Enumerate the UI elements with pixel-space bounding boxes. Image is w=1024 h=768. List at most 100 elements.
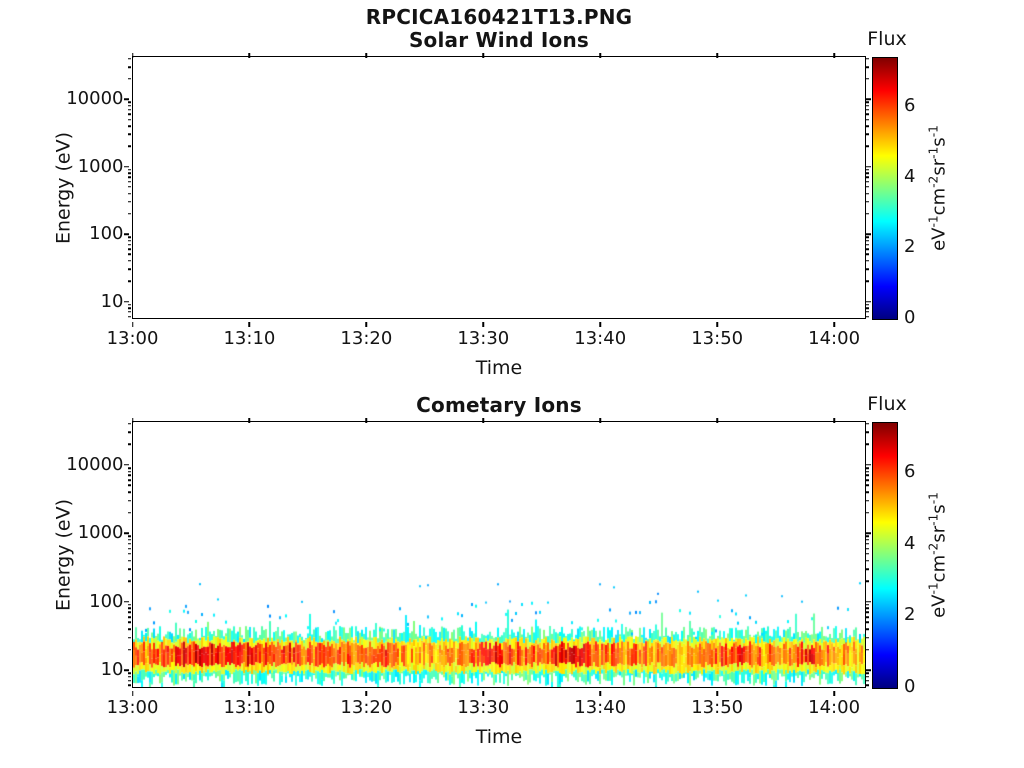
axis-tick — [128, 539, 131, 541]
plot-area: 13:00 13:10 13:20 13:30 13:40 13:50 14:00 10 100… — [66, 417, 871, 716]
axis-tick — [866, 464, 871, 466]
axis-tick — [128, 648, 131, 651]
axis-tick — [128, 474, 131, 477]
axis-tick — [866, 470, 869, 473]
axis-tick — [833, 417, 835, 423]
axis-tick — [866, 101, 869, 104]
x-tick-label: 13:00 — [106, 696, 159, 718]
axis-tick — [128, 236, 131, 238]
axis-tick — [128, 57, 131, 60]
axis-tick — [866, 172, 869, 174]
axis-tick — [866, 499, 869, 502]
axis-tick — [128, 553, 131, 555]
colorbar-units-label: eV-1cm-2sr-1s-1 — [926, 491, 950, 618]
axis-tick — [866, 669, 871, 672]
axis-tick — [866, 239, 869, 242]
axis-tick — [866, 628, 869, 630]
axis-tick — [866, 568, 869, 570]
axis-tick — [866, 611, 869, 614]
axis-tick — [866, 648, 869, 651]
figure-title: RPCICA160421T13.PNG — [365, 5, 633, 29]
axis-tick — [128, 672, 131, 675]
axis-tick — [123, 98, 129, 100]
axis-tick — [833, 321, 835, 327]
axis-tick — [128, 431, 131, 433]
axis-tick — [128, 499, 131, 502]
colorbar — [872, 422, 898, 689]
axis-tick — [128, 248, 131, 250]
x-tick-label: 13:10 — [223, 696, 276, 718]
axis-tick — [599, 690, 601, 696]
spectrogram-canvas — [132, 421, 865, 687]
y-tick-label: 10000 — [66, 88, 124, 110]
axis-tick — [123, 601, 129, 603]
axis-tick — [128, 559, 131, 562]
axis-tick — [128, 78, 131, 80]
axis-tick — [866, 268, 869, 271]
axis-tick — [123, 165, 129, 168]
axis-tick — [128, 133, 131, 136]
colorbar-tick-label: 6 — [904, 95, 916, 117]
axis-tick — [128, 101, 131, 104]
axis-tick — [866, 680, 869, 682]
axis-tick — [128, 628, 131, 630]
x-tick-label: 13:00 — [106, 327, 159, 349]
axis-tick — [866, 133, 869, 136]
axis-tick — [248, 321, 251, 327]
axis-tick — [128, 280, 131, 282]
axis-tick — [128, 511, 131, 514]
axis-tick — [866, 260, 869, 262]
axis-tick — [866, 186, 869, 188]
colorbar — [872, 57, 898, 320]
axis-tick — [128, 470, 131, 473]
axis-tick — [128, 243, 131, 246]
colorbar-tick-label: 2 — [904, 236, 916, 258]
axis-tick — [866, 479, 869, 481]
axis-tick — [128, 172, 131, 174]
colorbar-title: Flux — [867, 393, 907, 415]
axis-tick — [866, 66, 869, 68]
plot-area: 13:00 13:10 13:20 13:30 13:40 13:50 14:00 10 100… — [66, 52, 871, 347]
axis-tick — [128, 484, 131, 487]
axis-tick — [866, 303, 869, 306]
axis-tick — [128, 118, 131, 121]
axis-tick — [128, 311, 131, 313]
x-axis-label: Time — [475, 726, 523, 748]
axis-tick — [128, 213, 131, 215]
axis-tick — [128, 443, 131, 445]
axis-tick — [866, 491, 869, 493]
y-tick-label: 10 — [100, 659, 124, 681]
axis-tick — [482, 690, 485, 696]
axis-tick — [866, 553, 869, 555]
axis-tick — [599, 52, 601, 58]
axis-tick — [866, 443, 869, 445]
axis-tick — [128, 680, 131, 682]
colorbar-tick-label: 0 — [904, 307, 916, 328]
axis-tick — [866, 113, 869, 115]
axis-tick — [866, 118, 869, 121]
axis-tick — [866, 672, 869, 675]
y-axis-label: Energy (eV) — [52, 498, 75, 611]
axis-tick — [866, 145, 869, 148]
axis-tick — [128, 580, 131, 582]
axis-tick — [128, 239, 131, 242]
axis-ticks-layer: 13:00 13:10 13:20 13:30 13:40 13:50 14:00 10 100… — [66, 417, 871, 716]
axis-tick — [482, 52, 485, 58]
axis-tick — [716, 321, 718, 327]
axis-tick — [866, 511, 869, 514]
x-tick-label: 13:30 — [457, 696, 510, 718]
colorbar-tick-label: 6 — [904, 461, 916, 483]
axis-tick — [128, 568, 131, 570]
axis-tick — [123, 233, 129, 235]
axis-tick — [365, 321, 368, 327]
axis-tick — [128, 268, 131, 271]
axis-tick — [248, 52, 251, 58]
x-tick-label: 13:40 — [574, 696, 627, 718]
axis-tick — [866, 559, 869, 562]
axis-tick — [866, 621, 869, 624]
axis-tick — [599, 321, 601, 327]
panel-title: Cometary Ions — [416, 393, 582, 417]
axis-tick — [866, 98, 871, 100]
